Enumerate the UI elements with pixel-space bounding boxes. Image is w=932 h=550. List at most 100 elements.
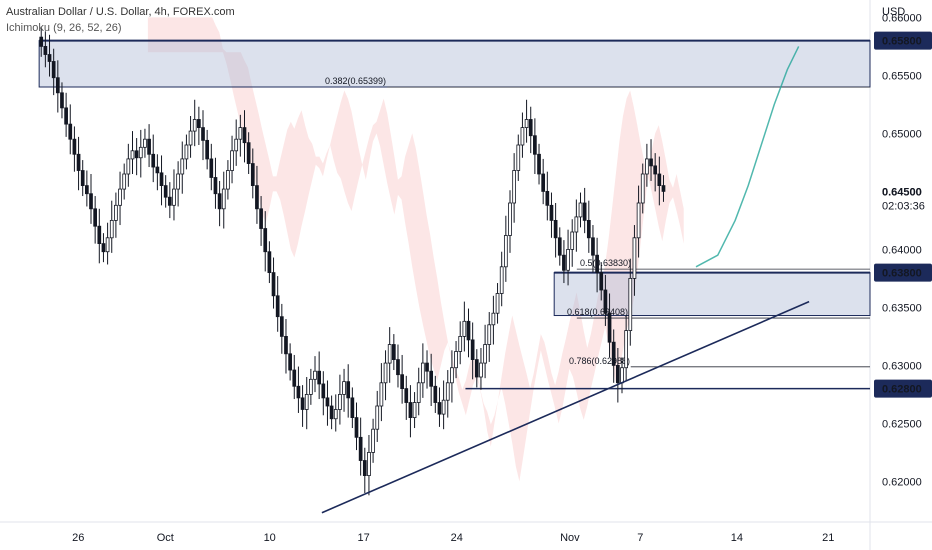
candle[interactable] <box>657 173 662 187</box>
candle[interactable] <box>118 188 122 206</box>
candle[interactable] <box>615 364 620 384</box>
candle[interactable] <box>503 235 508 268</box>
candle[interactable] <box>317 370 322 385</box>
candle[interactable] <box>574 216 579 233</box>
candle[interactable] <box>545 190 550 206</box>
candle[interactable] <box>197 119 201 129</box>
candle[interactable] <box>163 185 168 198</box>
candle[interactable] <box>607 312 612 343</box>
candle[interactable] <box>367 451 371 476</box>
candle[interactable] <box>400 374 404 389</box>
candle[interactable] <box>292 369 297 387</box>
candle[interactable] <box>329 405 334 420</box>
candle[interactable] <box>313 370 317 380</box>
candle[interactable] <box>167 196 172 206</box>
candle[interactable] <box>653 165 658 175</box>
candle[interactable] <box>595 254 599 273</box>
candle[interactable] <box>159 172 164 186</box>
candle[interactable] <box>209 158 214 178</box>
candle[interactable] <box>661 185 666 192</box>
candle[interactable] <box>85 185 89 195</box>
candle[interactable] <box>549 204 554 221</box>
candle[interactable] <box>350 397 355 419</box>
candle[interactable] <box>93 208 98 227</box>
candle[interactable] <box>300 397 305 410</box>
candle[interactable] <box>557 237 562 256</box>
candle[interactable] <box>362 460 367 476</box>
candle[interactable] <box>271 272 276 297</box>
candle[interactable] <box>213 177 218 195</box>
candle[interactable] <box>267 251 272 274</box>
candle[interactable] <box>520 127 525 146</box>
candle[interactable] <box>512 170 516 204</box>
candle[interactable] <box>433 385 438 403</box>
candle[interactable] <box>184 144 189 160</box>
candle[interactable] <box>325 397 330 407</box>
candle[interactable] <box>454 351 458 369</box>
candle[interactable] <box>130 150 135 160</box>
candle[interactable] <box>234 138 239 152</box>
candle[interactable] <box>632 237 637 279</box>
candle[interactable] <box>342 381 346 395</box>
candle[interactable] <box>499 266 504 294</box>
candle[interactable] <box>188 130 193 146</box>
candle[interactable] <box>304 393 309 410</box>
candle[interactable] <box>263 228 268 253</box>
candle[interactable] <box>288 353 292 371</box>
candle[interactable] <box>217 193 222 210</box>
candle[interactable] <box>176 173 180 190</box>
candle[interactable] <box>470 339 475 361</box>
candle[interactable] <box>101 243 106 253</box>
candle[interactable] <box>533 135 537 155</box>
candle[interactable] <box>441 399 446 415</box>
candle[interactable] <box>570 231 575 250</box>
candle[interactable] <box>147 138 151 155</box>
candle[interactable] <box>60 92 64 109</box>
candle[interactable] <box>387 344 392 364</box>
candle[interactable] <box>566 248 570 271</box>
candle[interactable] <box>246 142 251 164</box>
candle[interactable] <box>279 316 284 337</box>
candle[interactable] <box>338 393 342 410</box>
candle[interactable] <box>89 193 93 210</box>
candle[interactable] <box>180 158 185 175</box>
candle[interactable] <box>450 367 454 384</box>
candle[interactable] <box>284 335 288 355</box>
candle[interactable] <box>599 272 604 291</box>
candle[interactable] <box>375 405 380 430</box>
candle[interactable] <box>275 295 280 318</box>
candle[interactable] <box>591 237 595 256</box>
candle[interactable] <box>396 359 400 376</box>
ascending-trendline[interactable] <box>321 300 810 514</box>
candle[interactable] <box>192 119 197 132</box>
candle[interactable] <box>296 385 301 399</box>
candle[interactable] <box>541 173 546 192</box>
candle[interactable] <box>466 320 471 341</box>
candle[interactable] <box>578 202 583 218</box>
candle[interactable] <box>309 378 313 395</box>
candle[interactable] <box>55 77 60 94</box>
candle[interactable] <box>429 370 434 387</box>
candle[interactable] <box>172 188 176 206</box>
candle[interactable] <box>80 170 85 187</box>
candle[interactable] <box>51 61 56 79</box>
candle[interactable] <box>412 402 417 418</box>
candle[interactable] <box>508 202 512 236</box>
candle[interactable] <box>462 320 467 337</box>
candle[interactable] <box>333 409 338 420</box>
candle[interactable] <box>437 402 442 415</box>
candle[interactable] <box>97 225 102 244</box>
candle[interactable] <box>582 202 587 221</box>
candle[interactable] <box>404 388 409 403</box>
candle[interactable] <box>624 330 628 369</box>
candle[interactable] <box>64 107 68 125</box>
candle[interactable] <box>321 383 326 399</box>
candle[interactable] <box>516 144 521 171</box>
candle[interactable] <box>537 153 541 175</box>
candle[interactable] <box>620 367 624 384</box>
candle[interactable] <box>528 119 533 137</box>
candle[interactable] <box>628 277 633 331</box>
candle[interactable] <box>105 237 110 253</box>
candle[interactable] <box>524 119 529 129</box>
